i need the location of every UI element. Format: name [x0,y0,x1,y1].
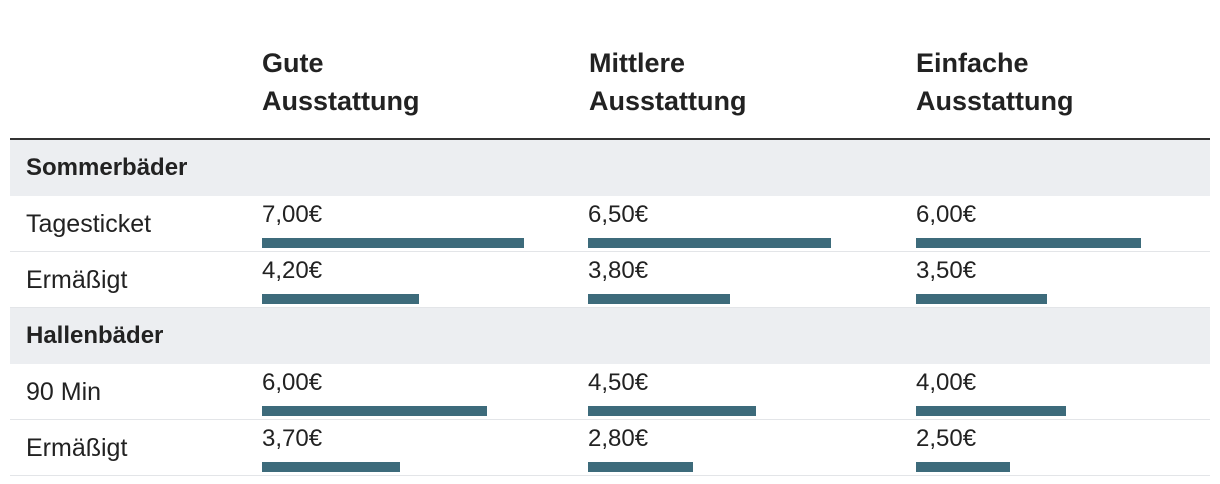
row-label: Tagesticket [26,210,152,238]
price-cell: 6,00€ [262,364,562,420]
price-value: 2,50€ [916,425,977,452]
price-cell: 7,00€ [262,196,562,252]
table-row: Ermäßigt 4,20€ 3,80€ 3,50€ [10,252,1210,308]
header-rule [10,138,1210,140]
table-row: 90 Min 6,00€ 4,50€ 4,00€ [10,364,1210,420]
column-header-line: Ausstattung [916,86,1074,116]
table-row: Ermäßigt 3,70€ 2,80€ 2,50€ [10,420,1210,476]
price-cell: 2,50€ [916,420,1216,476]
group-row: Sommerbäder [10,140,1210,196]
price-bar [262,294,419,304]
column-header-mittlere: Mittlere Ausstattung [589,44,747,120]
price-bar [916,294,1047,304]
price-cell: 4,50€ [588,364,888,420]
price-bar [588,294,730,304]
row-label: Ermäßigt [26,434,128,462]
column-header-line: Ausstattung [589,86,747,116]
price-cell: 4,20€ [262,252,562,308]
price-bar [262,238,524,248]
price-value: 2,80€ [588,425,649,452]
price-value: 3,70€ [262,425,323,452]
price-bar [916,462,1010,472]
price-bar [588,238,831,248]
price-value: 4,20€ [262,257,323,284]
price-cell: 6,00€ [916,196,1216,252]
price-bar [588,406,756,416]
price-value: 3,80€ [588,257,649,284]
price-cell: 4,00€ [916,364,1216,420]
price-cell: 2,80€ [588,420,888,476]
price-bar [916,238,1141,248]
price-value: 6,00€ [916,201,977,228]
price-value: 3,50€ [916,257,977,284]
price-bar [916,406,1066,416]
price-value: 4,50€ [588,369,649,396]
group-label: Sommerbäder [26,154,188,181]
price-value: 4,00€ [916,369,977,396]
price-value: 6,50€ [588,201,649,228]
price-cell: 3,70€ [262,420,562,476]
column-header-einfache: Einfache Ausstattung [916,44,1074,120]
price-bar [588,462,693,472]
column-header-gute: Gute Ausstattung [262,44,420,120]
row-label: 90 Min [26,378,102,406]
row-label: Ermäßigt [26,266,128,294]
column-header-line: Gute [262,48,324,78]
price-cell: 6,50€ [588,196,888,252]
price-bar [262,462,400,472]
column-header-line: Mittlere [589,48,686,78]
price-bar [262,406,487,416]
group-label: Hallenbäder [26,322,164,349]
column-header-line: Ausstattung [262,86,420,116]
group-row: Hallenbäder [10,308,1210,364]
price-value: 7,00€ [262,201,323,228]
price-cell: 3,80€ [588,252,888,308]
column-header-line: Einfache [916,48,1029,78]
price-cell: 3,50€ [916,252,1216,308]
price-value: 6,00€ [262,369,323,396]
table-row: Tagesticket 7,00€ 6,50€ 6,00€ [10,196,1210,252]
